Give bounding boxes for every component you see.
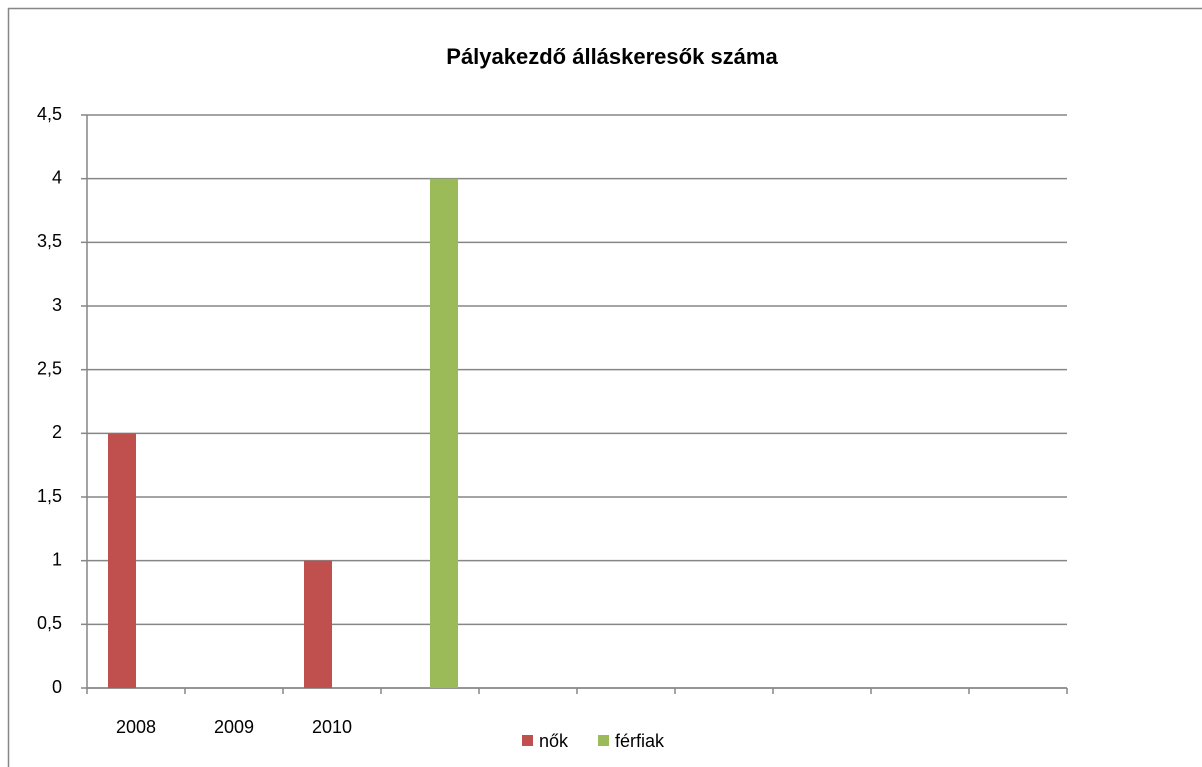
legend-swatch bbox=[598, 735, 610, 746]
legend-swatch bbox=[522, 735, 533, 746]
y-tick-label: 4 bbox=[52, 167, 62, 187]
y-tick-label: 4,5 bbox=[37, 104, 62, 124]
x-tick-label: 2010 bbox=[312, 717, 352, 737]
chart-title: Pályakezdő álláskeresők száma bbox=[446, 44, 778, 69]
y-tick-label: 1,5 bbox=[37, 486, 62, 506]
y-tick-label: 1 bbox=[52, 549, 62, 569]
y-tick-label: 3,5 bbox=[37, 231, 62, 251]
bar bbox=[108, 433, 136, 688]
y-tick-label: 0,5 bbox=[37, 613, 62, 633]
y-tick-label: 2 bbox=[52, 422, 62, 442]
x-tick-label: 2009 bbox=[214, 717, 254, 737]
legend-label: nők bbox=[539, 731, 569, 751]
y-tick-label: 3 bbox=[52, 295, 62, 315]
x-tick-label: 2008 bbox=[116, 717, 156, 737]
bar bbox=[304, 560, 332, 688]
bar bbox=[430, 178, 458, 688]
y-tick-label: 2,5 bbox=[37, 358, 62, 378]
legend-label: férfiak bbox=[615, 731, 665, 751]
chart-border bbox=[7, 7, 1202, 767]
y-tick-label: 0 bbox=[52, 677, 62, 697]
